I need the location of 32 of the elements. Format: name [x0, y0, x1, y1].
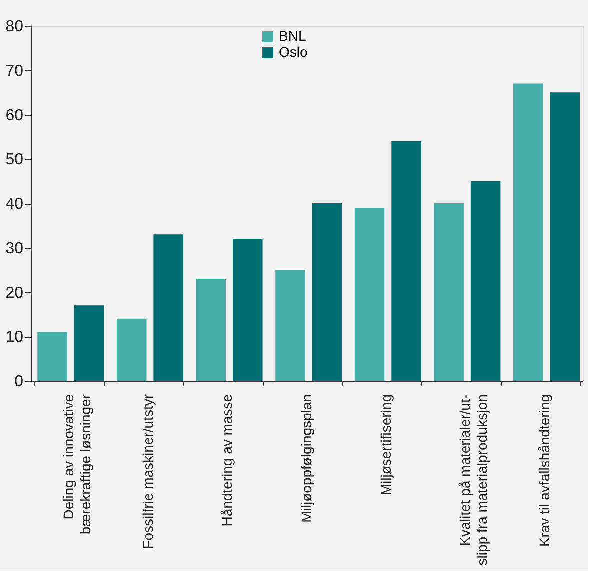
y-tick-label: 40: [6, 196, 24, 213]
x-tick-label: Krav til avfallshåndtering: [536, 394, 552, 548]
y-tick-label: 70: [6, 62, 24, 80]
bar: [116, 318, 147, 381]
x-tick-label: Miljøsertifisering: [378, 394, 394, 496]
legend-label: Oslo: [279, 44, 308, 60]
bar: [434, 204, 464, 381]
bar: [38, 332, 68, 381]
bar: [154, 234, 184, 381]
y-tick-label: 50: [6, 152, 24, 169]
bar: [550, 92, 580, 381]
bar: [392, 141, 422, 381]
x-tick-label: Håndtering av masse: [219, 394, 236, 527]
x-tick-label: Deling av innovative bærekraftige løsninger: [60, 394, 94, 535]
bar: [514, 84, 544, 381]
y-tick-label: 60: [6, 107, 24, 124]
bar: [74, 306, 104, 381]
y-tick-label: 20: [6, 284, 24, 302]
y-tick-label: 30: [6, 240, 24, 258]
legend-label: BNL: [279, 28, 306, 44]
bar: [312, 204, 342, 381]
bar: [233, 239, 263, 381]
x-tick-label: Fossilfrie maskiner/utstyr: [140, 394, 156, 550]
bar: [470, 181, 501, 381]
y-tick-label: 0: [14, 374, 24, 390]
bar: [354, 208, 385, 381]
x-tick-label: Miljøoppfølgingsplan: [298, 394, 314, 523]
bar: [276, 270, 306, 381]
bar: [196, 278, 226, 381]
y-tick-label: 10: [6, 329, 24, 346]
y-tick-label: 80: [6, 18, 24, 36]
x-tick-label: Kvalitet på materialer/ut- slipp fra materialproduksjon: [457, 394, 490, 566]
